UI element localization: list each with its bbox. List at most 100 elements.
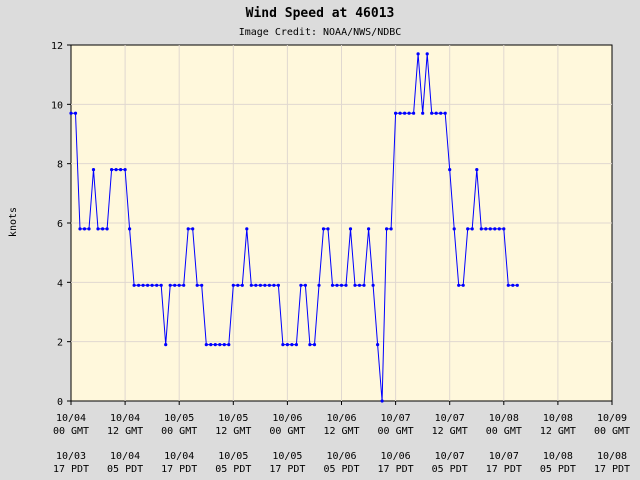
wind-speed-point [303, 283, 307, 287]
x-tick-pdt-time: 17 PDT [486, 464, 522, 475]
x-tick-pdt-time: 05 PDT [323, 464, 359, 475]
wind-speed-point [245, 227, 249, 231]
wind-speed-point [484, 227, 488, 231]
x-tick-pdt-date: 10/04 [110, 451, 140, 462]
wind-speed-point [394, 111, 398, 115]
wind-speed-point [425, 52, 429, 56]
y-tick-label: 2 [57, 338, 63, 349]
wind-speed-point [502, 227, 506, 231]
wind-speed-point [367, 227, 371, 231]
wind-speed-point [258, 283, 262, 287]
wind-speed-point [164, 343, 168, 347]
wind-speed-point [231, 283, 235, 287]
x-tick-gmt-time: 12 GMT [107, 426, 143, 437]
wind-speed-point [173, 283, 177, 287]
y-tick-label: 0 [57, 397, 63, 408]
wind-speed-point [326, 227, 330, 231]
x-tick-gmt-date: 10/09 [597, 413, 627, 424]
wind-speed-point [376, 343, 380, 347]
wind-speed-point [204, 343, 208, 347]
x-tick-pdt-time: 05 PDT [432, 464, 468, 475]
x-tick-pdt-date: 10/08 [543, 451, 573, 462]
wind-speed-point [105, 227, 109, 231]
wind-speed-point [403, 111, 407, 115]
wind-speed-point [82, 227, 87, 231]
x-tick-gmt-date: 10/08 [543, 413, 573, 424]
wind-speed-point [254, 283, 258, 287]
wind-speed-point [506, 283, 510, 287]
wind-speed-point [389, 227, 393, 231]
x-tick-gmt-time: 00 GMT [161, 426, 197, 437]
wind-speed-point [91, 168, 96, 172]
wind-speed-point [218, 343, 222, 347]
wind-speed-point [321, 227, 326, 231]
wind-speed-point [191, 227, 195, 231]
x-tick-gmt-time: 12 GMT [323, 426, 359, 437]
wind-speed-point [78, 227, 82, 231]
x-tick-gmt-date: 10/05 [164, 413, 194, 424]
x-tick-pdt-time: 05 PDT [107, 464, 143, 475]
x-tick-gmt-time: 12 GMT [215, 426, 251, 437]
wind-speed-point [434, 111, 438, 115]
wind-speed-point [249, 283, 253, 287]
wind-speed-point [457, 283, 461, 287]
wind-speed-point [357, 283, 362, 287]
wind-speed-point [317, 283, 321, 287]
wind-speed-point [348, 227, 353, 231]
wind-speed-point [407, 111, 411, 115]
wind-speed-point [195, 283, 199, 287]
wind-speed-point [479, 227, 483, 231]
wind-speed-point [123, 168, 127, 172]
x-tick-gmt-date: 10/08 [489, 413, 519, 424]
wind-speed-point [236, 283, 240, 287]
wind-speed-point [362, 283, 366, 287]
wind-speed-point [222, 343, 226, 347]
wind-speed-point [515, 283, 519, 287]
wind-speed-point [385, 227, 389, 231]
wind-speed-point [209, 343, 213, 347]
wind-speed-point [96, 227, 100, 231]
wind-speed-point [73, 111, 78, 115]
wind-speed-line [71, 53, 518, 402]
wind-speed-point [466, 227, 470, 231]
x-tick-gmt-date: 10/04 [56, 413, 86, 424]
wind-speed-point [443, 111, 447, 115]
x-tick-gmt-time: 00 GMT [53, 426, 89, 437]
x-tick-pdt-date: 10/03 [56, 451, 86, 462]
wind-speed-point [312, 343, 317, 347]
y-tick-label: 6 [57, 219, 63, 230]
x-tick-pdt-date: 10/07 [489, 451, 519, 462]
wind-speed-point [137, 283, 141, 287]
wind-speed-point [475, 168, 479, 172]
y-tick-label: 10 [51, 100, 63, 111]
x-tick-gmt-time: 00 GMT [269, 426, 305, 437]
wind-speed-point [267, 283, 271, 287]
x-tick-gmt-date: 10/05 [218, 413, 248, 424]
x-tick-gmt-time: 00 GMT [594, 426, 630, 437]
x-tick-pdt-time: 05 PDT [540, 464, 576, 475]
wind-speed-point [380, 399, 384, 403]
wind-speed-point [128, 227, 132, 231]
chart-subtitle: Image Credit: NOAA/NWS/NDBC [239, 27, 402, 38]
wind-speed-point [371, 283, 375, 287]
x-tick-gmt-date: 10/07 [381, 413, 411, 424]
wind-speed-point [110, 168, 114, 172]
x-tick-gmt-date: 10/07 [435, 413, 465, 424]
wind-speed-point [276, 283, 280, 287]
wind-speed-point [69, 111, 73, 115]
wind-speed-point [448, 168, 452, 172]
x-tick-pdt-time: 17 PDT [269, 464, 305, 475]
wind-speed-point [439, 111, 443, 115]
x-tick-gmt-time: 12 GMT [540, 426, 576, 437]
wind-speed-point [227, 343, 231, 347]
wind-speed-point [339, 283, 344, 287]
wind-speed-point [263, 283, 267, 287]
x-tick-gmt-date: 10/04 [110, 413, 140, 424]
wind-speed-point [159, 283, 163, 287]
wind-speed-point [308, 343, 312, 347]
x-tick-gmt-date: 10/06 [326, 413, 356, 424]
wind-speed-point [132, 283, 136, 287]
wind-speed-point [493, 227, 497, 231]
x-tick-pdt-time: 17 PDT [53, 464, 89, 475]
